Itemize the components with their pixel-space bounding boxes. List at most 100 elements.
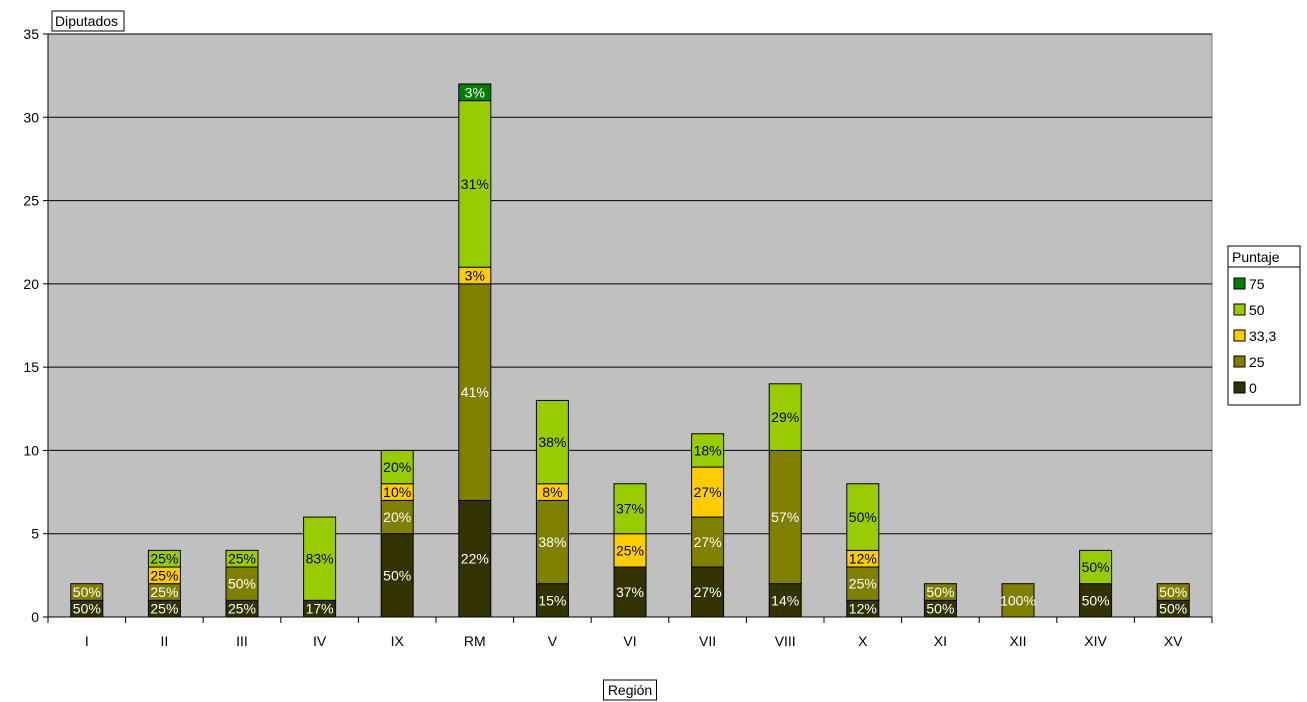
data-label: 38% [538,534,566,550]
data-label: 41% [461,384,489,400]
legend-swatch [1233,303,1246,316]
x-tick-label: RM [464,633,486,649]
data-label: 50% [73,584,101,600]
bar-segment [70,583,104,601]
data-label: 25% [150,601,178,617]
data-label: 50% [849,509,877,525]
bar-segment [380,533,414,618]
bar-segment [535,399,569,485]
bars: 50%50%25%25%25%25%25%50%25%17%83%50%20%1… [70,83,1190,618]
legend-swatch [1233,329,1246,342]
legend-title: Puntaje [1232,249,1280,265]
legend-item-label: 25 [1249,354,1265,370]
data-label: 50% [383,567,411,583]
bar-segment [768,583,802,618]
x-tick-label: III [236,633,248,649]
x-tick-label: VIII [775,633,796,649]
bar-segment [1079,549,1113,585]
bar-segment [691,433,725,468]
y-tick-label: 35 [23,26,39,42]
data-label: 12% [849,601,877,617]
data-label: 50% [926,584,954,600]
x-tick-label: XV [1164,633,1183,649]
y-tick-label: 25 [23,193,39,209]
legend-item-label: 75 [1249,276,1265,292]
bar-segment [613,566,647,618]
legend-item-label: 33,3 [1249,328,1276,344]
data-label: 25% [150,551,178,567]
bar-segment [303,516,337,601]
data-label: 20% [383,509,411,525]
y-axis: 0 5 10 15 20 25 30 35 [23,26,49,625]
legend-item-label: 50 [1249,302,1265,318]
data-label: 25% [228,601,256,617]
legend-swatch [1233,355,1246,368]
data-label: 15% [538,592,566,608]
x-tick-label: IV [313,633,327,649]
y-tick-label: 5 [31,526,39,542]
data-label: 3% [465,84,485,100]
x-axis-title: Región [603,679,657,701]
bar-segment [458,499,492,618]
x-tick-label: X [858,633,868,649]
data-label: 50% [73,601,101,617]
legend-swatch [1233,381,1246,394]
data-label: 50% [1082,559,1110,575]
data-label: 25% [616,542,644,558]
x-tick-label: VII [699,633,716,649]
bar-segment [613,533,647,568]
y-tick-label: 0 [31,609,39,625]
bar-segment [923,583,957,601]
x-tick-label: XII [1009,633,1026,649]
legend-swatch [1233,277,1246,290]
data-label: 22% [461,551,489,567]
y-tick-label: 10 [23,442,39,458]
data-label: 27% [694,534,722,550]
data-label: 83% [306,551,334,567]
x-tick-label: XIV [1084,633,1107,649]
y-axis-label: Diputados [55,13,118,29]
data-label: 29% [771,409,799,425]
data-label: 37% [616,501,644,517]
x-tick-label: VI [623,633,636,649]
y-tick-label: 30 [23,109,39,125]
bar-segment [535,499,569,585]
y-axis-title: Diputados [51,10,125,32]
bar-segment [225,566,259,601]
bar-segment [846,483,880,551]
x-tick-label: II [161,633,169,649]
bar-segment [458,100,492,268]
legend: Puntaje 75 50 33,3 25 0 [1227,245,1301,406]
y-tick-label: 20 [23,276,39,292]
x-tick-label: V [548,633,558,649]
data-label: 10% [383,484,411,500]
data-label: 50% [1159,601,1187,617]
bar-segment [613,483,647,535]
data-label: 8% [542,484,562,500]
bar-segment [458,83,492,102]
y-tick-label: 15 [23,359,39,375]
data-label: 27% [694,584,722,600]
legend-item-label: 0 [1249,380,1257,396]
gridlines [48,33,1212,535]
data-label: 27% [694,484,722,500]
bar-segment [768,383,802,451]
data-label: 12% [849,551,877,567]
data-label: 3% [465,268,485,284]
bar-segment [691,466,725,518]
bar-segment [225,549,259,568]
data-label: 25% [228,551,256,567]
data-label: 57% [771,509,799,525]
data-label: 25% [849,576,877,592]
bar-segment [1001,583,1035,618]
data-label: 37% [616,584,644,600]
data-label: 25% [150,584,178,600]
data-label: 50% [1159,584,1187,600]
bar-segment [147,549,181,568]
data-label: 50% [228,576,256,592]
x-axis: I II III IV IX RM V VI VII VIII X XI XII XIV XV [47,616,1213,649]
data-label: 18% [694,442,722,458]
data-label: 25% [150,567,178,583]
data-label: 17% [306,601,334,617]
